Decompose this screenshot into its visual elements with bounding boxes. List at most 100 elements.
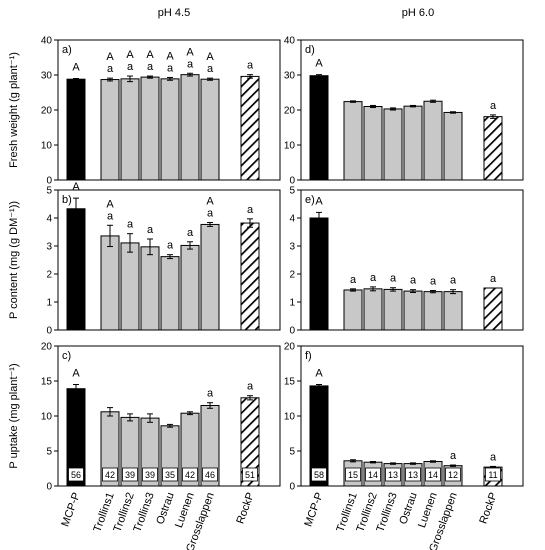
- panel-5-count-box-5: [182, 467, 198, 482]
- panel-6-ytick-label-0: 0: [289, 482, 295, 493]
- panel-4-bar-0: [309, 217, 329, 331]
- panel-6-letter-lower-7: a: [490, 451, 497, 463]
- panel-4-bar-6: [443, 291, 463, 331]
- panel-1-ytick-label-0: 0: [46, 176, 52, 187]
- xtick-label-left-0: MCP-P: [59, 491, 82, 528]
- panel-1-letter-lower-4: a: [167, 62, 174, 74]
- panel-6-count-label-4: 13: [408, 470, 418, 480]
- panel-1-bar-3: [140, 76, 160, 181]
- panel-5-count-label-5: 42: [185, 470, 195, 480]
- panel-1-letter-lower-6: a: [207, 63, 214, 75]
- panel-1-letter-upper-5: A: [186, 46, 194, 58]
- panel-5-count-box-7: [242, 467, 258, 482]
- panel-3-bar-5: [180, 244, 200, 331]
- panel-1-letter-upper-6: A: [206, 51, 214, 63]
- panel-4-letter-lower-3: a: [390, 273, 397, 285]
- panel-1-bar-6: [200, 78, 220, 181]
- panel-1-bar-2: [120, 78, 140, 181]
- panel-1-bar-4: [160, 78, 180, 181]
- panel-2-ytick-label-3: 30: [284, 71, 296, 82]
- panel-5-ytick-label-3: 15: [41, 377, 53, 388]
- panel-3-letter-upper-1: A: [106, 198, 114, 210]
- panel-2-ytick-label-2: 20: [284, 106, 296, 117]
- panel-3-letter-lower-2: a: [127, 219, 134, 231]
- panel-5-count-box-0: [68, 467, 84, 482]
- panel-1-bar-1: [100, 79, 120, 181]
- panel-6-count-label-5: 14: [428, 470, 438, 480]
- xtick-label-right-0: MCP-P: [302, 491, 325, 528]
- panel-3-ytick-label-5: 5: [46, 186, 52, 197]
- panel-2-bar-6: [443, 111, 463, 181]
- panel-4-ytick-label-0: 0: [289, 326, 295, 337]
- panel-5-panel-label: c): [62, 350, 71, 362]
- panel-5-letter-lower-6: a: [207, 388, 214, 400]
- panel-5-ylabel: P uptake (mg plant⁻¹): [8, 363, 20, 468]
- panel-6-count-box-2: [365, 467, 381, 482]
- panel-1-ylabel: Fresh weight (g plant⁻¹): [8, 52, 20, 168]
- xtick-label-right-7: RockP: [477, 491, 499, 526]
- panel-4-letter-lower-5: a: [430, 276, 437, 288]
- panel-6-count-box-5: [425, 467, 441, 482]
- panel-1-letter-lower-3: a: [147, 61, 154, 73]
- panel-5-count-label-2: 39: [125, 470, 135, 480]
- panel-6-count-box-1: [345, 467, 361, 482]
- panel-5-count-label-3: 39: [145, 470, 155, 480]
- panel-6-panel-label: f): [305, 350, 312, 362]
- panel-1-letter-upper-4: A: [166, 50, 174, 62]
- panel-3-bar-1: [100, 235, 120, 331]
- panel-4-ytick-label-5: 5: [289, 186, 295, 197]
- panel-4-ytick-label-1: 1: [289, 298, 295, 309]
- column-title-left: pH 4.5: [158, 7, 190, 19]
- panel-2-bar-0: [309, 75, 329, 181]
- panel-1-letter-upper-1: A: [106, 51, 114, 63]
- xtick-label-left-4: Ostrau: [154, 491, 177, 526]
- panel-5-count-box-3: [142, 467, 158, 482]
- panel-6-count-box-6: [445, 467, 461, 482]
- panel-1-letter-lower-7: a: [247, 60, 254, 72]
- panel-6-count-label-0: 58: [314, 470, 324, 480]
- panel-6-count-box-0: [311, 467, 327, 482]
- panel-6-ytick-label-2: 10: [284, 412, 296, 423]
- panel-1-letter-lower-1: a: [107, 63, 114, 75]
- panel-3-letter-lower-3: a: [147, 224, 154, 236]
- panel-2-bar-1: [343, 101, 363, 181]
- panel-6-ytick-label-1: 5: [289, 447, 295, 458]
- panel-4-bar-4: [403, 290, 423, 331]
- panel-1-bar-5: [180, 74, 200, 181]
- panel-4-ytick-label-2: 2: [289, 270, 295, 281]
- panel-6-count-label-7: 11: [488, 470, 497, 480]
- panel-3-letter-upper-6: A: [206, 195, 214, 207]
- panel-3-letter-upper-0: A: [72, 181, 80, 193]
- panel-3-ytick-label-2: 2: [46, 270, 52, 281]
- xtick-label-right-4: Ostrau: [397, 491, 420, 526]
- panel-3-bar-6: [200, 223, 220, 331]
- panel-4-panel-label: e): [305, 194, 315, 206]
- panel-3-bar-4: [160, 256, 180, 331]
- panel-4-letter-lower-4: a: [410, 275, 417, 287]
- panel-3-ytick-label-3: 3: [46, 242, 52, 253]
- panel-5-count-box-4: [162, 467, 178, 482]
- panel-2-letter-lower-7: a: [490, 100, 497, 112]
- panel-6-count-box-3: [385, 467, 401, 482]
- panel-3-letter-lower-1: a: [107, 210, 114, 222]
- panel-6-count-box-4: [405, 467, 421, 482]
- panel-6-ytick-label-3: 15: [284, 377, 296, 388]
- xtick-label-left-7: RockP: [234, 491, 256, 526]
- panel-6-ytick-label-4: 20: [284, 342, 296, 353]
- panel-4-letter-lower-7: a: [490, 273, 497, 285]
- panel-2-bar-5: [423, 100, 443, 181]
- panel-2-bar-7: [483, 116, 503, 181]
- panel-1-letter-upper-3: A: [146, 49, 154, 61]
- panel-3-bar-3: [140, 246, 160, 331]
- panel-5-ytick-label-4: 20: [41, 342, 53, 353]
- panel-3-bar-2: [120, 242, 140, 331]
- panel-1-bar-0: [66, 78, 86, 181]
- panel-6-count-label-3: 13: [388, 470, 398, 480]
- panel-4-letter-lower-6: a: [450, 275, 457, 287]
- panel-5-letter-lower-7: a: [247, 381, 254, 393]
- panel-4-bar-2: [363, 288, 383, 331]
- panel-3-ytick-label-1: 1: [46, 298, 52, 309]
- panel-6-letter-lower-6: a: [450, 450, 457, 462]
- panel-3-letter-lower-7: a: [247, 204, 254, 216]
- panel-1-letter-lower-2: a: [127, 61, 134, 73]
